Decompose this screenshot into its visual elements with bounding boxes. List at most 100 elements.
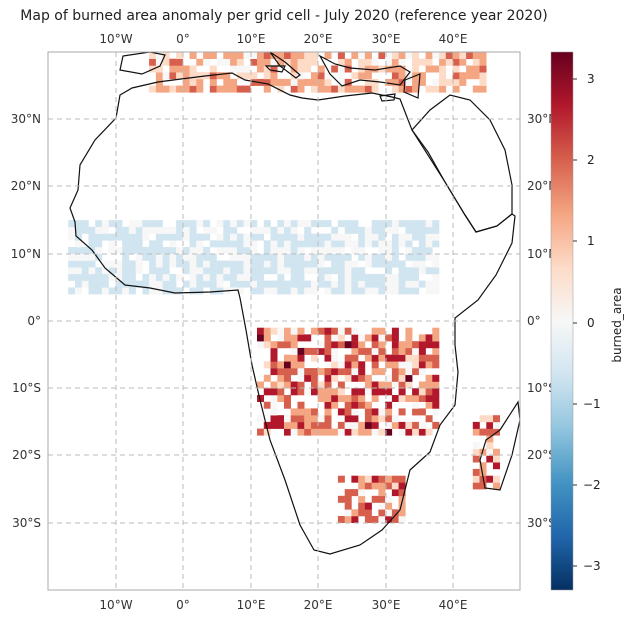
anomaly-cell [479,58,487,66]
anomaly-cell [236,280,244,288]
anomaly-cell [68,233,76,241]
anomaly-cell [162,260,170,268]
anomaly-cell [149,267,157,275]
anomaly-cell [108,233,116,241]
anomaly-cell [162,253,170,261]
anomaly-cell [223,240,231,248]
anomaly-cell [317,368,325,376]
anomaly-cell [452,72,460,80]
anomaly-cell [297,267,305,275]
anomaly-cell [297,260,305,268]
anomaly-cell [230,253,238,261]
anomaly-cell [398,267,406,275]
anomaly-cell [250,240,258,248]
anomaly-cell [398,388,406,396]
anomaly-cell [257,334,264,342]
anomaly-cell [391,220,399,228]
anomaly-cell [75,253,82,261]
anomaly-cell [385,58,393,66]
lon-tick-top: 10°W [99,32,132,46]
anomaly-cell [317,327,325,335]
lat-tick-right: 10°S [527,381,556,395]
anomaly-cell [203,267,211,275]
anomaly-cell [263,401,271,409]
anomaly-cell [391,72,399,80]
anomaly-cell [412,260,420,268]
anomaly-cell [236,253,244,261]
anomaly-cell [162,267,170,275]
anomaly-cell [270,226,278,234]
anomaly-cell [371,58,379,66]
anomaly-cell [452,52,460,59]
anomaly-cell [385,495,393,503]
anomaly-cell [425,287,433,295]
anomaly-cell [290,253,298,261]
anomaly-cell [290,58,298,66]
anomaly-cell [337,65,345,73]
anomaly-cell [317,341,325,349]
anomaly-cell [196,273,204,281]
colorbar-tick-label: 0 [587,316,595,330]
anomaly-cell [236,247,244,254]
anomaly-cell [311,287,318,295]
anomaly-cell [176,273,184,281]
anomaly-cell [290,220,298,228]
anomaly-cell [337,52,345,59]
anomaly-cell [412,347,420,355]
anomaly-cell [311,220,318,228]
anomaly-cell [378,408,386,416]
anomaly-cell [331,247,339,254]
anomaly-cell [297,347,305,355]
anomaly-cell [290,65,298,73]
anomaly-cell [331,354,339,362]
anomaly-cell [284,395,291,402]
anomaly-cell [277,327,285,335]
anomaly-cell [216,240,224,248]
anomaly-cell [250,267,258,275]
anomaly-cell [189,273,197,281]
anomaly-cell [391,415,399,423]
anomaly-cell [189,280,197,288]
anomaly-cell [385,253,393,261]
anomaly-cell [324,247,332,254]
anomaly-cell [472,468,480,476]
anomaly-cell [270,260,278,268]
anomaly-cell [189,253,197,261]
anomaly-cell [290,334,298,342]
anomaly-cell [297,374,305,382]
anomaly-cell [432,260,440,268]
anomaly-cell [304,388,312,396]
anomaly-cell [351,401,359,409]
anomaly-cell [270,395,278,402]
anomaly-cell [209,260,217,268]
anomaly-cell [398,516,406,523]
anomaly-cell [155,247,163,254]
anomaly-cell [236,287,244,295]
anomaly-cell [358,475,366,483]
anomaly-cell [311,247,318,254]
anomaly-cell [257,65,264,73]
anomaly-cell [324,52,332,59]
anomaly-cell [277,267,285,275]
colorbar-tick-label: −2 [583,478,601,492]
anomaly-cell [425,428,433,436]
anomaly-cell [304,52,312,59]
anomaly-cell [324,287,332,295]
anomaly-cell [196,260,204,268]
anomaly-cell [398,421,406,429]
anomaly-cell [391,240,399,248]
anomaly-cell [270,247,278,254]
anomaly-cell [418,72,426,80]
anomaly-cell [425,354,433,362]
anomaly-cell [337,247,345,254]
anomaly-cell [317,247,325,254]
anomaly-cell [155,52,163,59]
anomaly-cell [412,253,420,261]
anomaly-cell [486,415,494,423]
anomaly-cell [236,72,244,80]
anomaly-cell [385,273,393,281]
anomaly-cell [418,247,426,254]
anomaly-cell [405,327,413,335]
anomaly-cell [405,428,413,436]
anomaly-cell [304,347,312,355]
